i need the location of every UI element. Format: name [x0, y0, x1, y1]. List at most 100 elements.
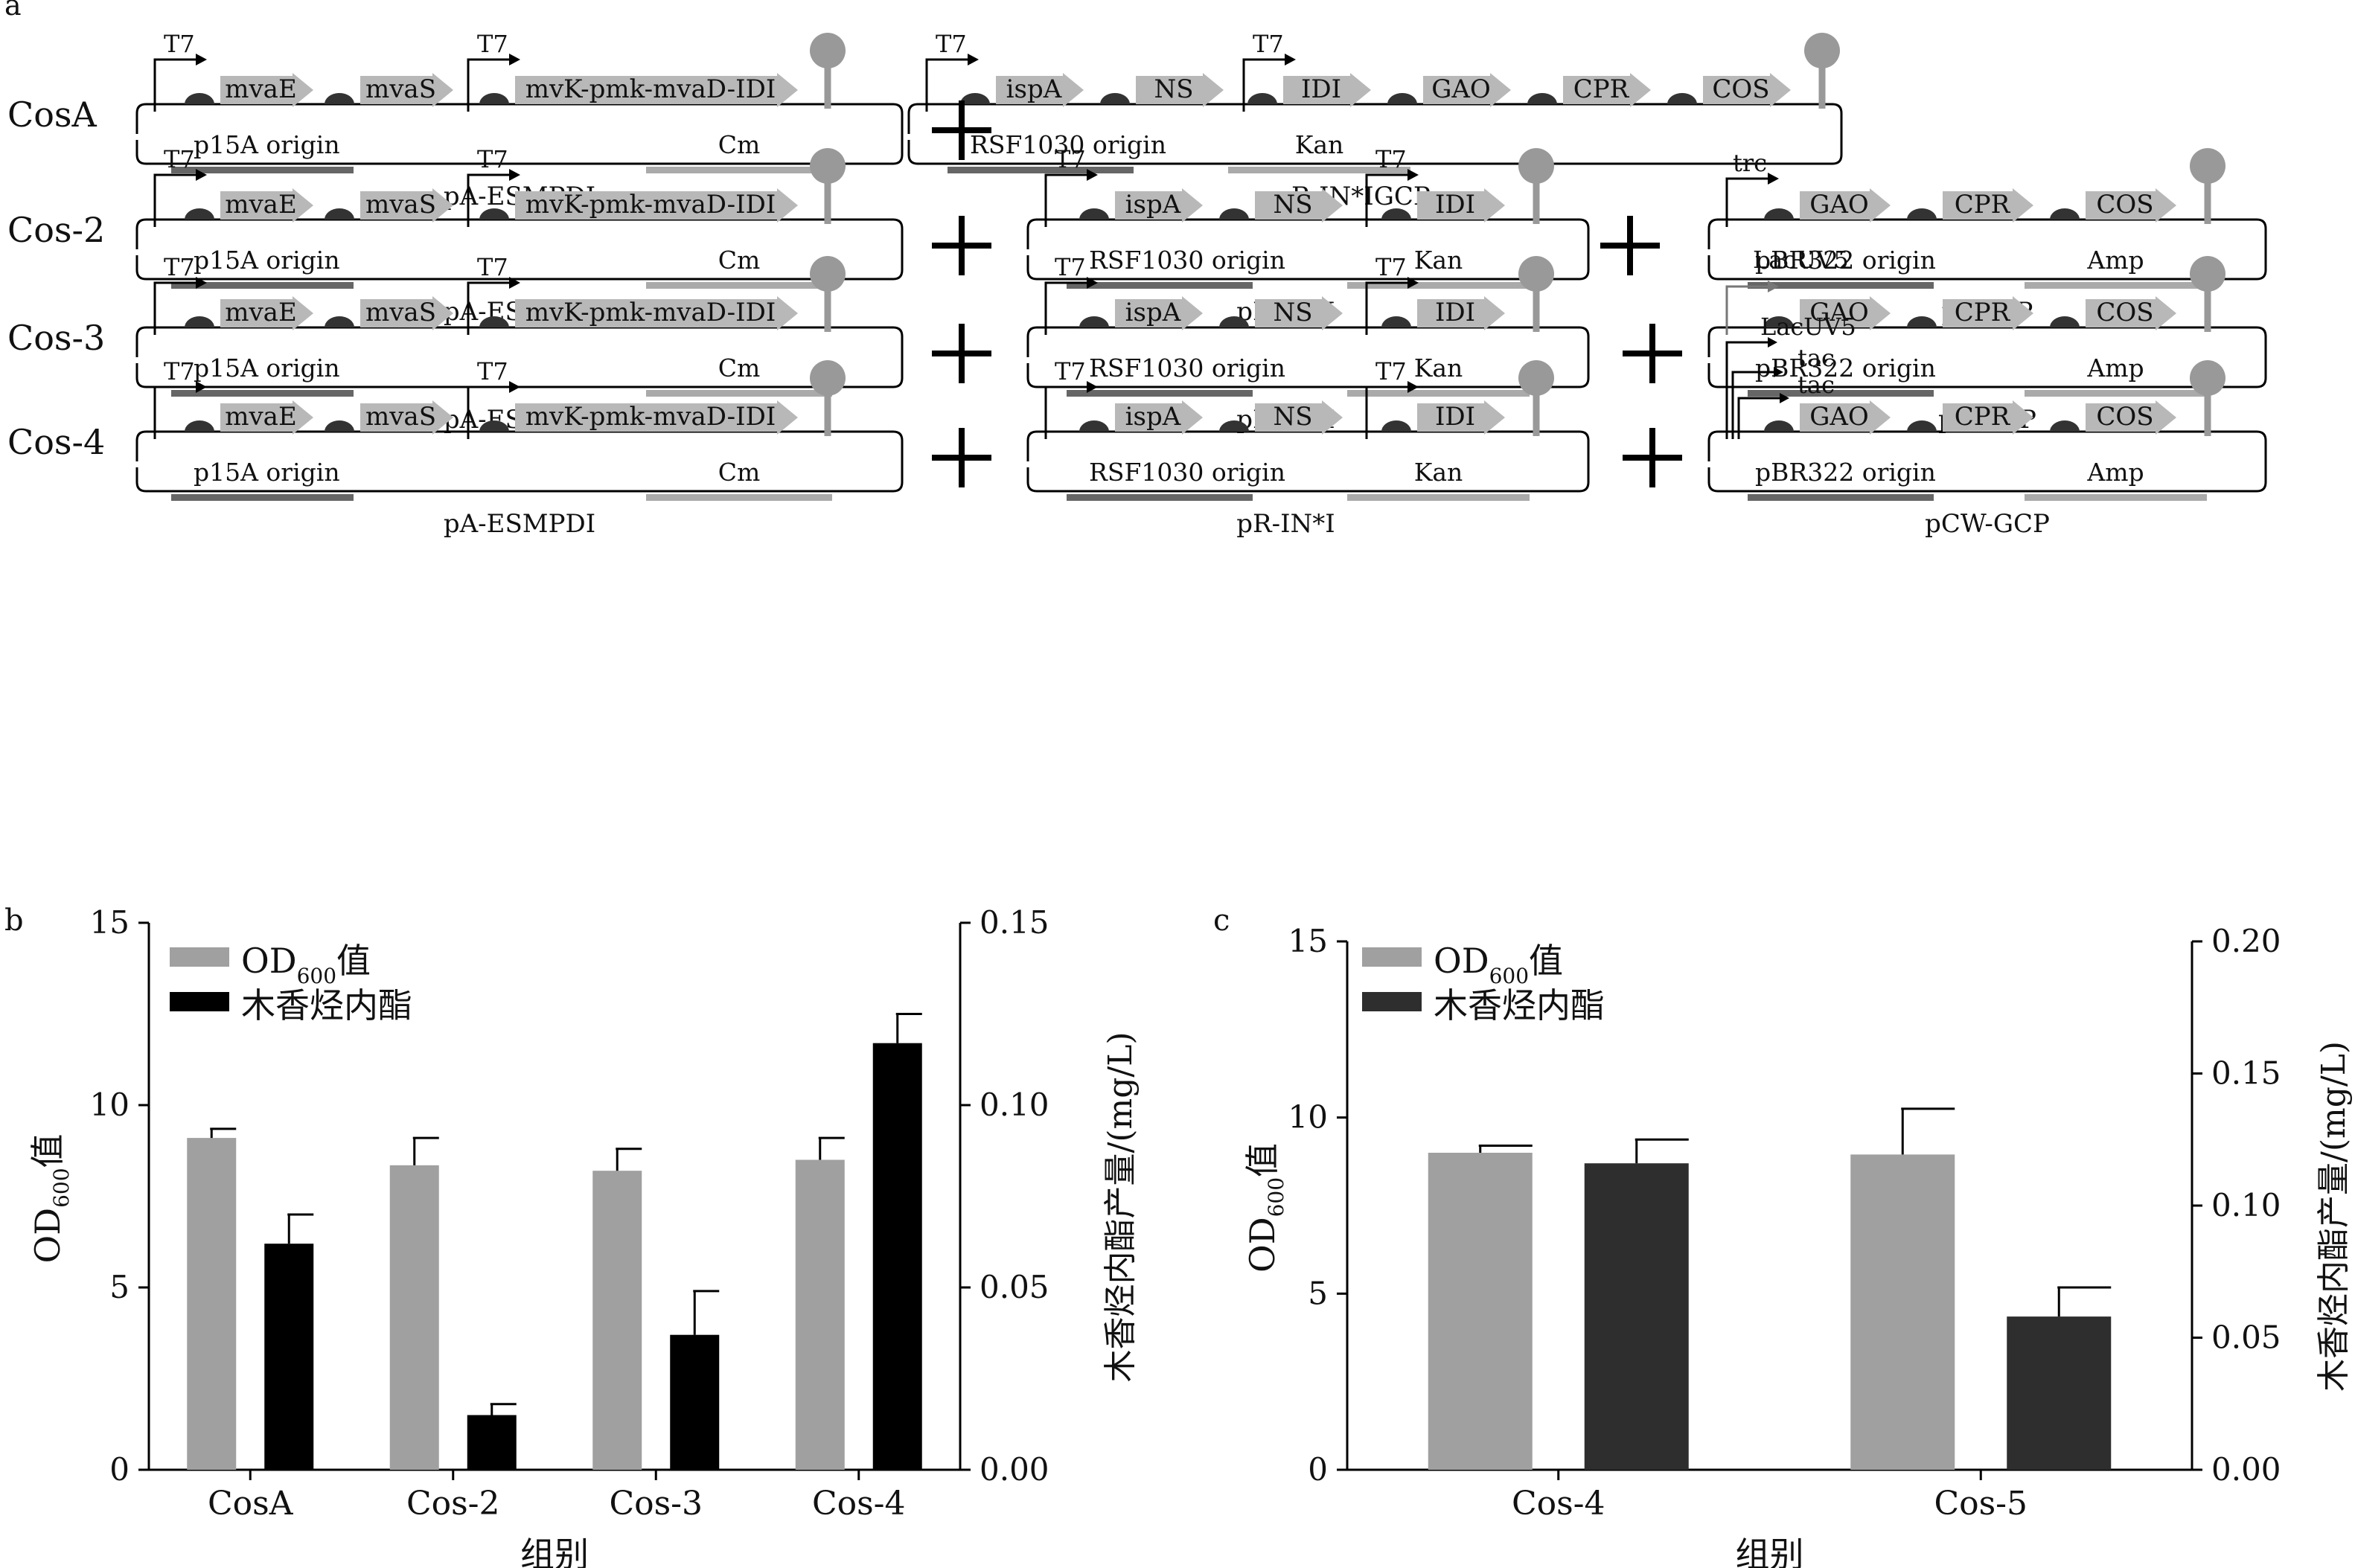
promoter-label: T7 — [164, 30, 195, 58]
strain-label: Cos-4 — [7, 422, 105, 462]
plasmid-backbone — [1026, 430, 1590, 493]
gene-label: GAO — [1809, 402, 1869, 432]
origin-label: RSF1030 origin — [1089, 353, 1285, 383]
promoter-label: T7 — [477, 253, 508, 281]
y-tick-label-left: 0 — [109, 1451, 130, 1488]
marker-bar — [646, 167, 832, 173]
gene-arrow-CPR — [1563, 73, 1651, 107]
gene-label: mvaS — [365, 190, 436, 220]
gene-arrow-mvaE — [220, 188, 313, 223]
promoter-label: T7 — [1375, 145, 1407, 173]
promoter-label: T7 — [164, 357, 195, 385]
gene-label: IDI — [1435, 298, 1475, 327]
origin-label: RSF1030 origin — [1089, 458, 1285, 487]
bar-od600 — [795, 1159, 845, 1470]
marker-label: Cm — [718, 130, 761, 159]
gene-arrow-COS — [2086, 188, 2176, 223]
bar-od600 — [187, 1138, 237, 1470]
marker-bar — [2025, 494, 2207, 501]
gene-arrow-NS — [1136, 73, 1224, 107]
gene-label: NS — [1154, 74, 1193, 104]
bar-od600 — [1850, 1154, 1955, 1470]
y-tick-label-right: 0.10 — [2211, 1187, 2281, 1223]
promoter-arrowhead-icon — [1774, 367, 1783, 377]
promoter-arrow-icon — [467, 58, 509, 112]
rbs-icon — [185, 316, 214, 327]
origin-bar — [171, 282, 354, 289]
gene-label: NS — [1273, 402, 1312, 432]
gene-label: mvaS — [365, 74, 436, 104]
gene-label: COS — [2096, 190, 2153, 220]
marker-bar — [1347, 282, 1530, 289]
promoter-arrow-icon — [1044, 173, 1087, 227]
gene-arrow-CPR — [1943, 188, 2033, 223]
rbs-icon — [1764, 316, 1794, 327]
chart-panel-b: b 0 5 10 15 0.00 0.05 0.10 0.15 CosA Cos-2 Cos-3 Cos… — [4, 903, 1140, 1568]
origin-label: pBR322 origin — [1755, 353, 1936, 383]
gene-label: mvaE — [225, 190, 297, 220]
promoter-label: LacUV5 — [1753, 246, 1849, 274]
promoter-arrow-icon — [467, 173, 509, 227]
panel-a-label: a — [4, 0, 22, 22]
marker-bar — [2025, 390, 2207, 397]
plasmid-name: pR-IN*I — [1236, 509, 1335, 539]
marker-label: Cm — [718, 353, 761, 383]
gene-arrow-IDI — [1417, 400, 1505, 435]
gene-label: mvaE — [225, 298, 297, 327]
gene-label: IDI — [1301, 74, 1341, 104]
y-tick-label-right: 0.05 — [980, 1269, 1049, 1305]
strain-label: CosA — [7, 95, 97, 135]
gene-label: COS — [2096, 402, 2153, 432]
terminator-icon — [2190, 148, 2225, 184]
rbs-icon — [1079, 420, 1109, 432]
promoter-arrowhead-icon — [1087, 277, 1098, 289]
gene-arrow-mvK-pmk-mvaD-IDI — [515, 188, 798, 223]
promoter-arrowhead-icon — [1407, 277, 1419, 289]
promoter-arrowhead-icon — [196, 381, 207, 393]
promoter-label: trc — [1733, 149, 1767, 177]
panel-label: b — [4, 903, 24, 938]
plasmid-pA-ESMPDI: p15A originCmpA-ESMPDIT7mvaEmvaST7mvK-pm… — [135, 145, 904, 327]
plasmid-backbone — [1707, 218, 2267, 281]
rbs-icon — [1381, 316, 1411, 327]
y-tick-label-left: 15 — [1288, 923, 1328, 959]
marker-label: Kan — [1414, 246, 1463, 275]
rbs-icon — [325, 208, 354, 220]
promoter-label: T7 — [1375, 253, 1407, 281]
promoter-arrowhead-icon — [1087, 381, 1098, 393]
gene-arrow-ispA — [1115, 296, 1203, 330]
promoter-arrow-icon — [1365, 173, 1407, 227]
gene-label: mvaE — [225, 402, 297, 432]
rbs-icon — [1387, 93, 1417, 104]
gene-arrow-mvK-pmk-mvaD-IDI — [515, 73, 798, 107]
gene-arrow-GAO — [1800, 400, 1891, 435]
promoter-arrow-icon — [153, 58, 196, 112]
gene-label: mvaE — [225, 74, 297, 104]
gene-arrow-COS — [1703, 73, 1791, 107]
y-tick-label-right: 0.00 — [2211, 1451, 2281, 1488]
gene-arrow-NS — [1255, 400, 1343, 435]
rbs-icon — [185, 93, 214, 104]
strain-label: Cos-3 — [7, 318, 105, 358]
promoter-arrow-icon — [1242, 58, 1285, 112]
plasmid-backbone — [1026, 326, 1590, 388]
marker-bar — [1347, 390, 1530, 397]
promoter-label: T7 — [1055, 145, 1086, 173]
rbs-icon — [1907, 420, 1937, 432]
promoter-arrow-icon — [925, 58, 968, 112]
gene-arrow-mvaS — [360, 73, 453, 107]
rbs-icon — [2050, 208, 2080, 220]
marker-bar — [646, 494, 832, 501]
rbs-icon — [1764, 208, 1794, 220]
marker-bar — [1228, 167, 1410, 173]
promoter-arrow-icon — [153, 281, 196, 335]
gene-arrow-mvK-pmk-mvaD-IDI — [515, 296, 798, 330]
marker-bar — [1347, 494, 1530, 501]
origin-bar — [1748, 282, 1934, 289]
gene-arrow-mvaE — [220, 73, 313, 107]
origin-label: p15A origin — [194, 458, 340, 487]
gene-label: COS — [1712, 74, 1769, 104]
